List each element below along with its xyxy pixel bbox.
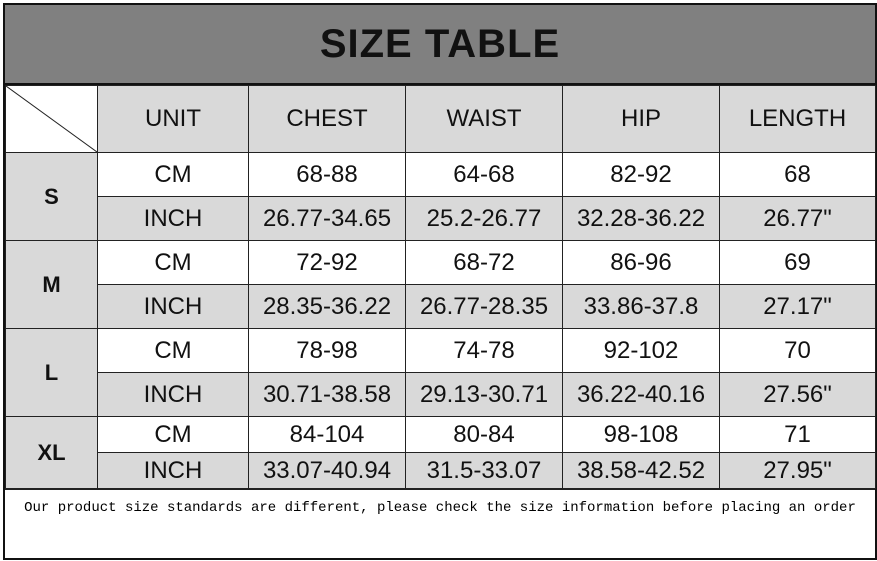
measurement-cell: 27.17" <box>719 284 876 329</box>
size-label: M <box>5 240 98 329</box>
measurement-cell: 27.56" <box>719 372 876 417</box>
measurement-cell: 68-88 <box>248 152 406 197</box>
measurement-cell: 25.2-26.77 <box>405 196 563 241</box>
unit-cell: INCH <box>97 372 249 417</box>
measurement-cell: 86-96 <box>562 240 720 285</box>
measurement-cell: 68-72 <box>405 240 563 285</box>
table-row: M CM 72-92 68-72 86-96 69 <box>5 240 876 329</box>
unit-cell: CM <box>97 152 249 197</box>
measurement-cell: 33.07-40.94 <box>248 452 406 489</box>
measurement-cell: 64-68 <box>405 152 563 197</box>
table-row: INCH 33.07-40.94 31.5-33.07 38.58-42.52 27.9… <box>6 452 876 489</box>
size-table-card: SIZE TABLE UNIT CHEST WAIST HIP LENGTH S… <box>3 3 877 560</box>
measurement-cell: 26.77-28.35 <box>405 284 563 329</box>
measurement-cell: 36.22-40.16 <box>562 372 720 417</box>
measurement-cell: 72-92 <box>248 240 406 285</box>
measurement-cell: 32.28-36.22 <box>562 196 720 241</box>
column-header-waist: WAIST <box>405 85 563 153</box>
column-header-hip: HIP <box>562 85 720 153</box>
size-label: XL <box>5 416 98 489</box>
measurement-cell: 78-98 <box>248 328 406 373</box>
unit-cell: INCH <box>97 284 249 329</box>
measurement-cell: 68 <box>719 152 876 197</box>
unit-cell: INCH <box>97 196 249 241</box>
unit-cell: CM <box>97 416 249 453</box>
size-label: S <box>5 152 98 241</box>
measurement-cell: 29.13-30.71 <box>405 372 563 417</box>
table-row: INCH 26.77-34.65 25.2-26.77 32.28-36.22 26.7… <box>6 196 876 241</box>
table-row: L CM 78-98 74-78 92-102 70 <box>5 328 876 417</box>
measurement-cell: 92-102 <box>562 328 720 373</box>
measurement-cell: 98-108 <box>562 416 720 453</box>
measurement-cell: 26.77" <box>719 196 876 241</box>
measurement-cell: 74-78 <box>405 328 563 373</box>
measurement-cell: 28.35-36.22 <box>248 284 406 329</box>
size-label: L <box>5 328 98 417</box>
measurement-cell: 71 <box>719 416 876 453</box>
measurement-cell: 33.86-37.8 <box>562 284 720 329</box>
measurement-cell: 80-84 <box>405 416 563 453</box>
unit-cell: CM <box>97 240 249 285</box>
measurement-cell: 27.95" <box>719 452 876 489</box>
unit-cell: INCH <box>97 452 249 489</box>
measurement-cell: 69 <box>719 240 876 285</box>
column-header-chest: CHEST <box>248 85 406 153</box>
measurement-cell: 84-104 <box>248 416 406 453</box>
size-table: UNIT CHEST WAIST HIP LENGTH S CM 68-88 64-6… <box>5 85 876 489</box>
measurement-cell: 31.5-33.07 <box>405 452 563 489</box>
column-header-length: LENGTH <box>719 85 876 153</box>
footer-note: Our product size standards are different… <box>5 489 875 559</box>
measurement-cell: 30.71-38.58 <box>248 372 406 417</box>
column-header-unit: UNIT <box>97 85 249 153</box>
page-title: SIZE TABLE <box>5 5 875 85</box>
corner-cell <box>5 85 98 153</box>
table-row: S CM 68-88 64-68 82-92 68 <box>5 152 876 241</box>
header-row: UNIT CHEST WAIST HIP LENGTH <box>5 85 876 153</box>
measurement-cell: 82-92 <box>562 152 720 197</box>
diagonal-line-icon <box>6 86 97 152</box>
measurement-cell: 70 <box>719 328 876 373</box>
table-row: INCH 30.71-38.58 29.13-30.71 36.22-40.16 27.… <box>6 372 876 417</box>
measurement-cell: 38.58-42.52 <box>562 452 720 489</box>
unit-cell: CM <box>97 328 249 373</box>
table-row: INCH 28.35-36.22 26.77-28.35 33.86-37.8 27.1… <box>6 284 876 329</box>
measurement-cell: 26.77-34.65 <box>248 196 406 241</box>
table-row: XL CM 84-104 80-84 98-108 71 <box>5 416 876 489</box>
